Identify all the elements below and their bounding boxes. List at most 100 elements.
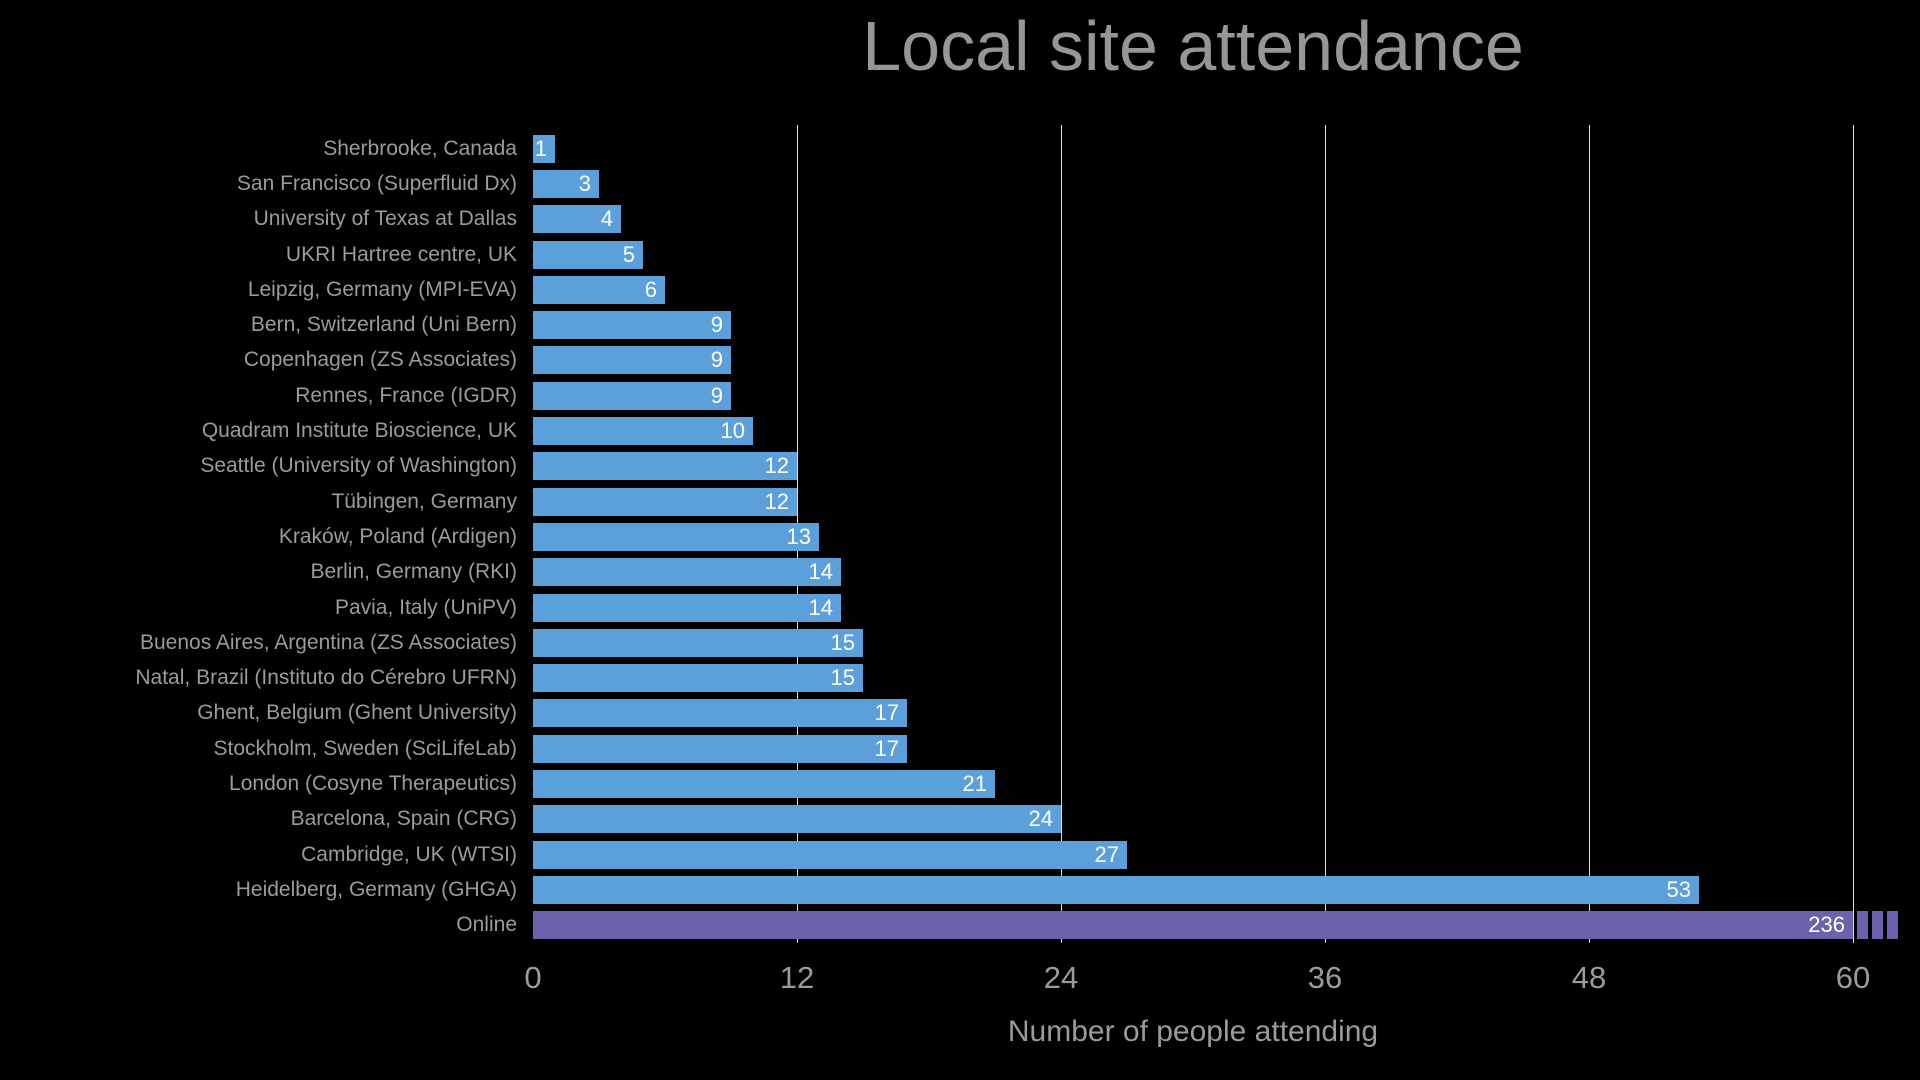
bar-row: 9 — [533, 307, 1853, 342]
y-axis-label: Rennes, France (IGDR) — [295, 383, 517, 407]
y-axis-label: Leipzig, Germany (MPI-EVA) — [247, 277, 517, 301]
bar-row: 14 — [533, 590, 1853, 625]
bar-row: 27 — [533, 837, 1853, 872]
bar-value-label: 14 — [808, 594, 833, 620]
x-tick-label: 12 — [779, 960, 815, 995]
y-axis-label: Stockholm, Sweden (SciLifeLab) — [213, 736, 518, 760]
bar-value-label: 4 — [600, 206, 613, 232]
bar-value-label: 14 — [808, 559, 833, 585]
plot-area: 1 3 4 5 6 9 9 9 10 12 12 13 14 14 15 15 17 17 21 24 27 53 236 — [533, 125, 1898, 943]
x-axis-ticks: 0 12 24 36 48 60 — [524, 960, 1870, 1000]
bar-row: 12 — [533, 484, 1853, 519]
bar-value-label: 27 — [1094, 841, 1119, 867]
bar-row: 10 — [533, 413, 1853, 448]
y-axis-label: Quadram Institute Bioscience, UK — [201, 419, 517, 443]
y-axis-label: Pavia, Italy (UniPV) — [334, 595, 517, 619]
bar: 14 — [533, 558, 841, 587]
y-axis-label: San Francisco (Superfluid Dx) — [236, 171, 517, 195]
bar-row: 15 — [533, 660, 1853, 695]
x-tick-label: 60 — [1835, 960, 1871, 995]
bar: 10 — [533, 417, 753, 446]
y-axis-label: Ghent, Belgium (Ghent University) — [197, 701, 517, 725]
y-axis-label: UKRI Hartree centre, UK — [285, 242, 517, 266]
bar: 13 — [533, 522, 819, 551]
bar-value-label: 6 — [644, 276, 657, 302]
x-tick-label: 48 — [1571, 960, 1607, 995]
bar-row: 53 — [533, 872, 1853, 907]
bar-break-stripe — [1887, 911, 1898, 940]
x-tick-label: 24 — [1043, 960, 1079, 995]
bar: 12 — [533, 487, 797, 516]
bar-value-label: 15 — [830, 665, 855, 691]
bar-row: 21 — [533, 766, 1853, 801]
x-tick-label: 0 — [524, 960, 542, 995]
bar: 9 — [533, 311, 731, 340]
bar-row: 236 — [533, 908, 1898, 943]
bar: 17 — [533, 734, 907, 763]
bar-value-label: 10 — [720, 418, 745, 444]
bar-row: 14 — [533, 555, 1853, 590]
bar-row: 3 — [533, 166, 1853, 201]
bar: 27 — [533, 840, 1127, 869]
bar-row: 4 — [533, 202, 1853, 237]
bar-row: 17 — [533, 731, 1853, 766]
gridline-x-24 — [1061, 125, 1062, 943]
bar-value-label: 13 — [786, 523, 811, 549]
bar-value-label: 9 — [710, 382, 723, 408]
bar-break-stripe — [1872, 911, 1883, 940]
gridline-x-48 — [1589, 125, 1590, 943]
bar-value-label: 12 — [764, 488, 789, 514]
bar-value-label: 236 — [1808, 912, 1845, 938]
x-tick-label: 36 — [1307, 960, 1343, 995]
bar: 21 — [533, 769, 995, 798]
bar-value-label: 17 — [874, 700, 899, 726]
bar: 9 — [533, 381, 731, 410]
x-axis-label: Number of people attending — [1007, 1015, 1379, 1048]
bar-value-label: 1 — [534, 135, 547, 161]
y-axis-label: Berlin, Germany (RKI) — [310, 560, 517, 584]
y-axis-label: Buenos Aires, Argentina (ZS Associates) — [139, 630, 517, 654]
bar-row: 5 — [533, 237, 1853, 272]
bar: 12 — [533, 452, 797, 481]
y-axis-label: Kraków, Poland (Ardigen) — [278, 524, 517, 548]
bar-row: 6 — [533, 272, 1853, 307]
gridline-x-36 — [1325, 125, 1326, 943]
bar-value-label: 53 — [1666, 876, 1691, 902]
bar: 4 — [533, 205, 621, 234]
bar-row: 9 — [533, 343, 1853, 378]
bar-value-label: 9 — [710, 312, 723, 338]
y-axis-label: Seattle (University of Washington) — [200, 454, 517, 478]
chart-title: Local site attendance — [862, 7, 1524, 85]
y-axis-label: Copenhagen (ZS Associates) — [243, 348, 517, 372]
bar-break-marks — [1857, 911, 1898, 940]
y-axis-label: Tübingen, Germany — [331, 489, 517, 513]
bar: 17 — [533, 699, 907, 728]
y-axis-label: London (Cosyne Therapeutics) — [229, 771, 517, 795]
bar-value-label: 17 — [874, 735, 899, 761]
bar: 3 — [533, 169, 599, 198]
bar-value-label: 21 — [962, 770, 987, 796]
bar-row: 17 — [533, 696, 1853, 731]
bar-row: 9 — [533, 378, 1853, 413]
y-axis-label: University of Texas at Dallas — [253, 207, 517, 231]
bar: 15 — [533, 628, 863, 657]
bar-value-label: 12 — [764, 453, 789, 479]
bar-value-label: 9 — [710, 347, 723, 373]
bar: 53 — [533, 875, 1699, 904]
bar: 14 — [533, 593, 841, 622]
y-axis-label: Sherbrooke, Canada — [323, 136, 517, 160]
bar-row: 15 — [533, 625, 1853, 660]
bar: 15 — [533, 664, 863, 693]
bar-row: 1 — [533, 131, 1853, 166]
bar: 6 — [533, 275, 665, 304]
y-axis-label: Cambridge, UK (WTSI) — [301, 842, 517, 866]
y-axis-label: Barcelona, Spain (CRG) — [290, 807, 517, 831]
bar-break-stripe — [1857, 911, 1868, 940]
bar: 1 — [533, 134, 555, 163]
bar-online: 236 — [533, 911, 1898, 940]
bar-rows: 1 3 4 5 6 9 9 9 10 12 12 13 14 14 15 15 17 17 21 24 27 53 236 — [533, 131, 1898, 943]
bar-value-label: 5 — [622, 241, 635, 267]
bar: 24 — [533, 805, 1061, 834]
gridline-x-60 — [1853, 125, 1854, 943]
